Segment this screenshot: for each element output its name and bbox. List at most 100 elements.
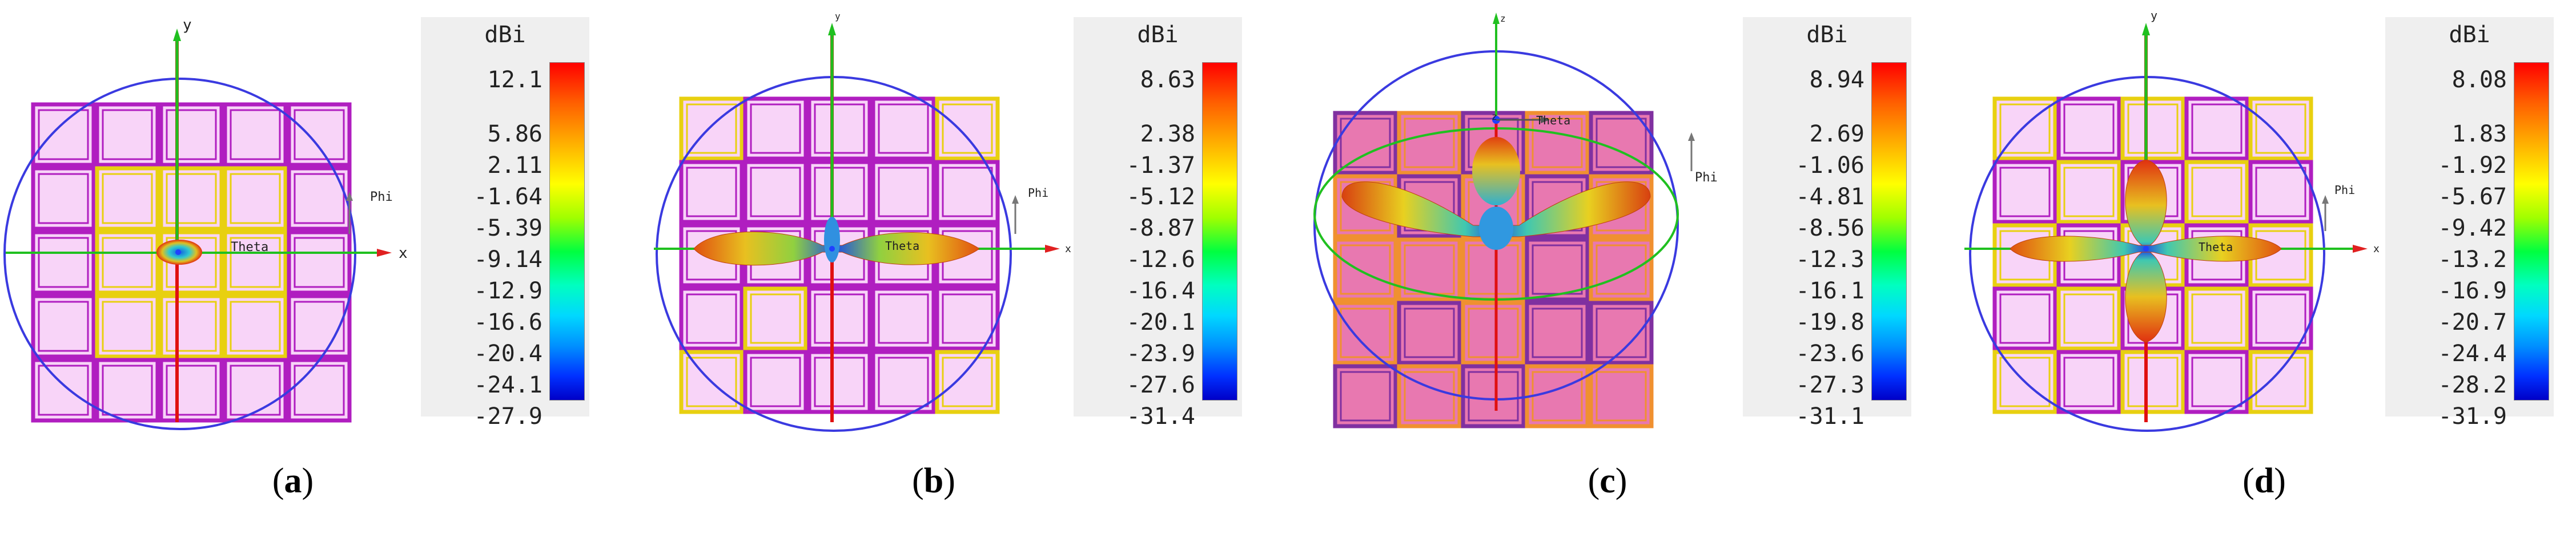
scale-tick-label: -23.6 [1795, 341, 1864, 367]
x-axis-label: x [399, 245, 408, 262]
array-cell [102, 301, 153, 352]
array-cell [1532, 371, 1583, 422]
caption-d: (d) [2243, 462, 2286, 500]
panel-d: Phi Theta x y dBi 8.08 1.83 -1.92 -5.67 -9.4… [1953, 0, 2576, 538]
array-cell [750, 167, 801, 217]
x-axis-label: x [2373, 243, 2380, 255]
array-cell [942, 167, 993, 217]
radiation-pattern-a: Phi Theta x y [3, 17, 408, 430]
color-scale-c: dBi 8.94 2.69 -1.06 -4.81 -8.56 -12.3 -16.1 -19… [1743, 17, 1911, 430]
array-cell [878, 103, 929, 154]
phi-label: Phi [1028, 186, 1048, 200]
array-cell [2191, 293, 2243, 344]
array-cell [878, 167, 929, 217]
z-origin-label: z [1492, 111, 1497, 122]
scale-tick-label: -5.39 [473, 215, 542, 241]
array-cell [2063, 293, 2115, 344]
array-cell [166, 173, 217, 224]
origin-dot [829, 246, 835, 252]
array-cell [230, 109, 281, 160]
panel-c: Theta Phi z z dBi 8.94 2.69 -1.06 -4.81 -8.5… [1308, 0, 1951, 538]
array-cell [686, 293, 737, 344]
scale-tick-label: -31.1 [1795, 403, 1864, 430]
array-cell [814, 357, 865, 407]
scale-tick-label: 8.08 [2452, 67, 2507, 93]
scale-tick-label: -8.87 [1126, 215, 1195, 241]
theta-label: Theta [1536, 114, 1570, 127]
radiation-pattern-d: Phi Theta x y [1964, 9, 2380, 432]
array-cell [38, 237, 89, 288]
array-cell [230, 365, 281, 416]
array-cell [814, 167, 865, 217]
scale-tick-label: -12.6 [1126, 246, 1195, 273]
scale-tick-label: -12.9 [473, 278, 542, 304]
array-cell [2063, 357, 2115, 407]
color-bar [549, 62, 585, 401]
x-arrow-icon [2353, 245, 2368, 253]
array-cell [814, 103, 865, 154]
array-cell [2127, 357, 2179, 407]
array-cell [1999, 167, 2051, 217]
scale-tick-label: -28.2 [2438, 372, 2507, 398]
array-cell [1468, 308, 1519, 358]
array-cell [166, 301, 217, 352]
color-scale-d: dBi 8.08 1.83 -1.92 -5.67 -9.42 -13.2 -16.9 -20… [2385, 17, 2554, 430]
scale-tick-label: -16.4 [1126, 278, 1195, 304]
array-cell [230, 173, 281, 224]
y-axis-label: y [2151, 9, 2157, 22]
phi-arrow-icon [1012, 195, 1019, 204]
scale-tick-label: -13.2 [2438, 246, 2507, 273]
panel-a: Phi Theta x y dBi 12.1 5.86 2.11 -1.64 -5.39… [0, 0, 644, 538]
phi-arrow-icon [346, 192, 353, 201]
scale-tick-label: -27.6 [1126, 372, 1195, 398]
radiation-pattern-c: Theta Phi z z [1313, 13, 1718, 428]
scale-tick-label: -24.4 [2438, 341, 2507, 367]
array-cell [942, 103, 993, 154]
scale-tick-label: -1.37 [1126, 152, 1195, 179]
y-arrow-icon [828, 23, 836, 35]
array-cell [750, 357, 801, 407]
array-cell [1532, 308, 1583, 358]
phi-label: Phi [1695, 171, 1718, 185]
array-cell [750, 293, 801, 344]
theta-label: Theta [2199, 240, 2233, 254]
x-arrow-icon [377, 249, 392, 257]
array-cell [294, 173, 345, 224]
scale-tick-label: 8.63 [1140, 67, 1195, 93]
color-bar [1202, 62, 1237, 401]
z-axis-label: z [1500, 13, 1506, 24]
array-cell [1340, 118, 1391, 168]
array-cell [294, 301, 345, 352]
scale-tick-label: -20.1 [1126, 309, 1195, 335]
color-bar [2514, 62, 2549, 401]
array-cell [230, 301, 281, 352]
array-cell [878, 293, 929, 344]
scale-tick-label: -24.1 [473, 372, 542, 398]
scale-tick-label: 2.69 [1809, 121, 1864, 147]
scale-tick-label: -20.4 [473, 341, 542, 367]
scale-tick-label: -19.8 [1795, 309, 1864, 335]
phi-arrow-icon [2322, 195, 2329, 204]
phi-label: Phi [2334, 183, 2355, 197]
array-grid-a [31, 102, 352, 423]
array-cell [1340, 244, 1391, 295]
array-cell [1596, 244, 1647, 295]
array-cell [102, 365, 153, 416]
array-cell [1340, 371, 1391, 422]
scale-unit: dBi [1806, 22, 1848, 48]
scale-tick-label: 12.1 [487, 67, 542, 93]
array-cell [2191, 357, 2243, 407]
scale-tick-label: -16.9 [2438, 278, 2507, 304]
array-cell [38, 365, 89, 416]
scale-tick-label: 8.94 [1809, 67, 1864, 93]
array-cell [2063, 167, 2115, 217]
array-cell [2255, 103, 2306, 154]
scale-tick-label: -27.3 [1795, 372, 1864, 398]
y-arrow-icon [1493, 13, 1500, 24]
scale-tick-label: 5.86 [487, 121, 542, 147]
scale-tick-label: 2.38 [1140, 121, 1195, 147]
array-cell [878, 357, 929, 407]
array-cell [294, 237, 345, 288]
array-cell [1404, 308, 1455, 358]
center-lobe [1479, 207, 1513, 250]
